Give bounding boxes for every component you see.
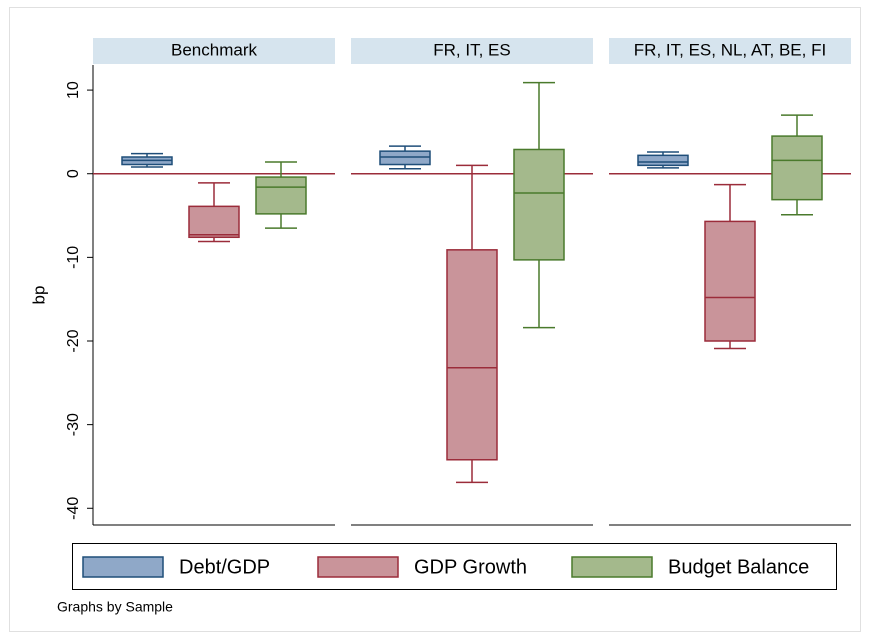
panel-header xyxy=(609,38,851,64)
legend xyxy=(72,543,837,590)
y-tick-label: -40 xyxy=(65,497,82,520)
y-tick-label: -20 xyxy=(65,329,82,352)
panel-title: FR, IT, ES, NL, AT, BE, FI xyxy=(634,40,826,59)
panel-title: Benchmark xyxy=(171,40,257,59)
legend-label: Budget Balance xyxy=(668,556,809,578)
note: Graphs by Sample xyxy=(57,599,173,615)
panel-header xyxy=(93,38,335,64)
legend-key xyxy=(82,556,164,578)
legend-key xyxy=(317,556,399,578)
y-tick-label: -30 xyxy=(65,413,82,436)
box xyxy=(704,220,756,342)
box xyxy=(513,148,565,261)
legend-key xyxy=(571,556,653,578)
y-axis-label: bp xyxy=(29,286,48,305)
y-tick-label: 0 xyxy=(65,169,82,178)
box xyxy=(188,205,240,239)
box xyxy=(771,135,823,201)
y-tick-label: -10 xyxy=(65,246,82,269)
box xyxy=(255,176,307,215)
box xyxy=(446,249,498,461)
panel-header xyxy=(351,38,593,64)
y-tick-label: 10 xyxy=(65,81,82,99)
box xyxy=(637,154,689,167)
box xyxy=(379,150,431,166)
legend-label: GDP Growth xyxy=(414,556,527,578)
legend-label: Debt/GDP xyxy=(179,556,270,578)
panel-title: FR, IT, ES xyxy=(433,40,510,59)
